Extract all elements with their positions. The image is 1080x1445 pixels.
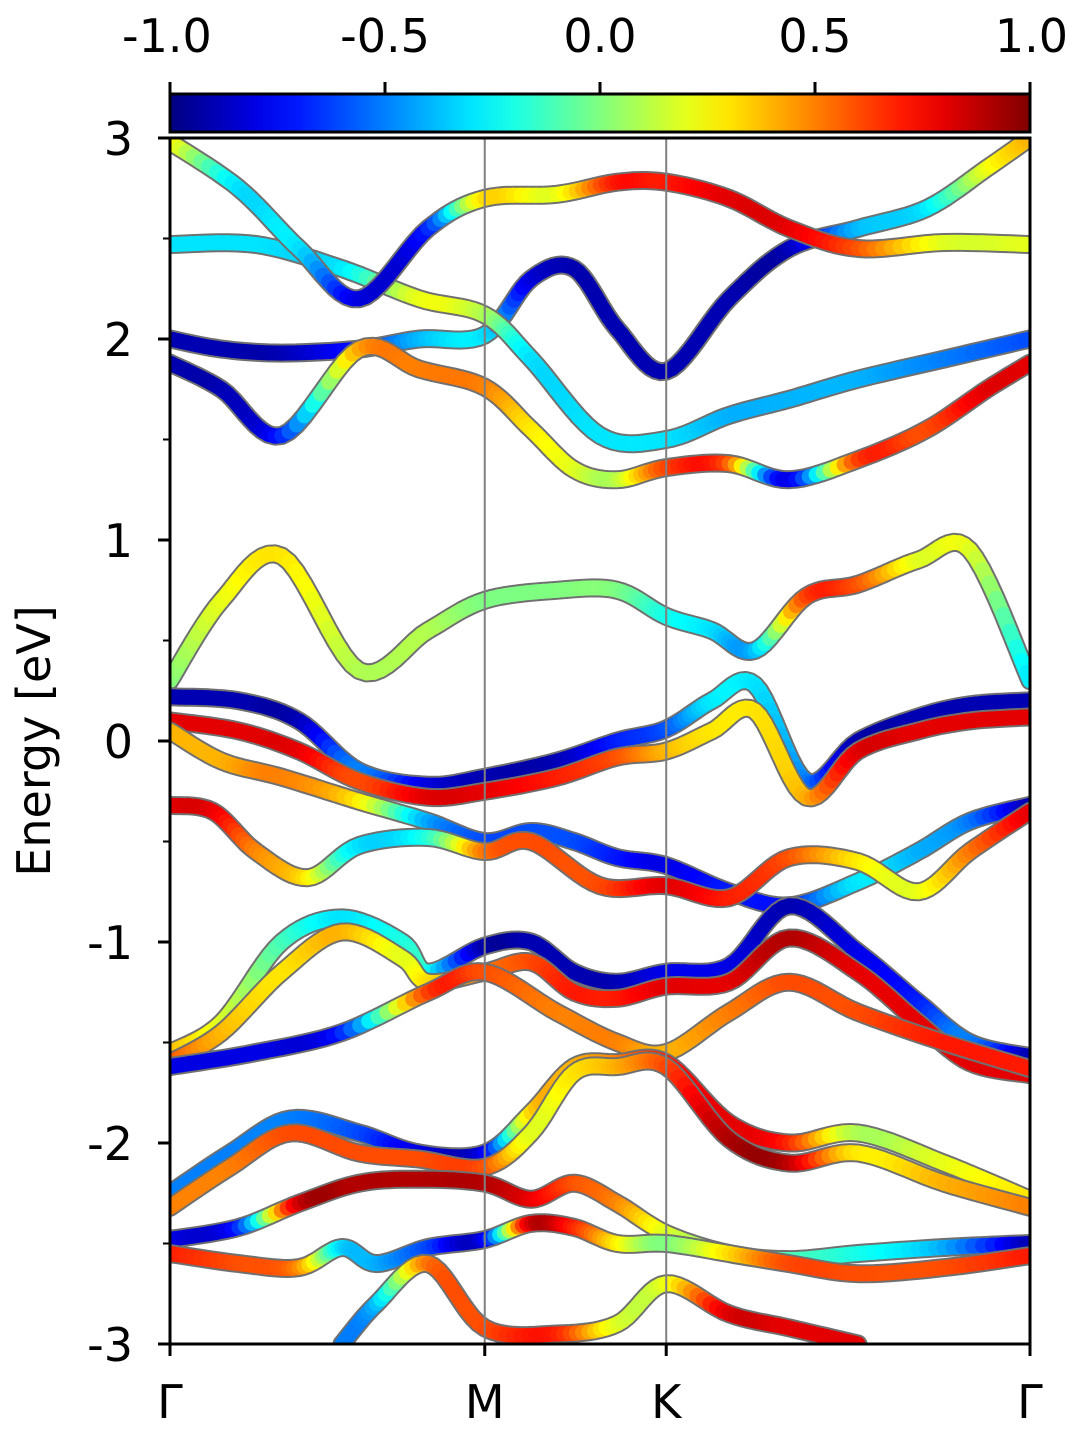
series-layer <box>170 138 1030 1344</box>
x-tick-label: Γ <box>1017 1375 1043 1429</box>
y-tick-label: 1 <box>104 514 133 568</box>
x-tick-label: Γ <box>157 1375 183 1429</box>
y-tick-label: -3 <box>87 1318 133 1372</box>
y-tick-label: 2 <box>104 313 133 367</box>
colorbar-tick-label: -0.5 <box>340 9 430 63</box>
band-16 <box>342 1263 858 1344</box>
y-tick-label: -1 <box>87 916 133 970</box>
colorbar-tick-label: -1.0 <box>122 9 212 63</box>
colorbar-tick-label: 0.0 <box>563 9 636 63</box>
x-tick-label: K <box>651 1375 683 1429</box>
colorbar-tick-label: 1.0 <box>995 9 1068 63</box>
x-tick-label: M <box>465 1375 505 1429</box>
y-tick-label: 0 <box>104 715 133 769</box>
band-4 <box>170 542 1030 680</box>
colorbar-tick-label: 0.5 <box>778 9 851 63</box>
colorbar: -1.0 -0.5 0.0 0.5 1.0 <box>122 9 1068 132</box>
y-tick-label: 3 <box>104 112 133 166</box>
y-tick-label: -2 <box>87 1117 133 1171</box>
colorbar-gradient <box>170 94 1030 132</box>
y-axis-label: Energy [eV] <box>7 605 61 876</box>
